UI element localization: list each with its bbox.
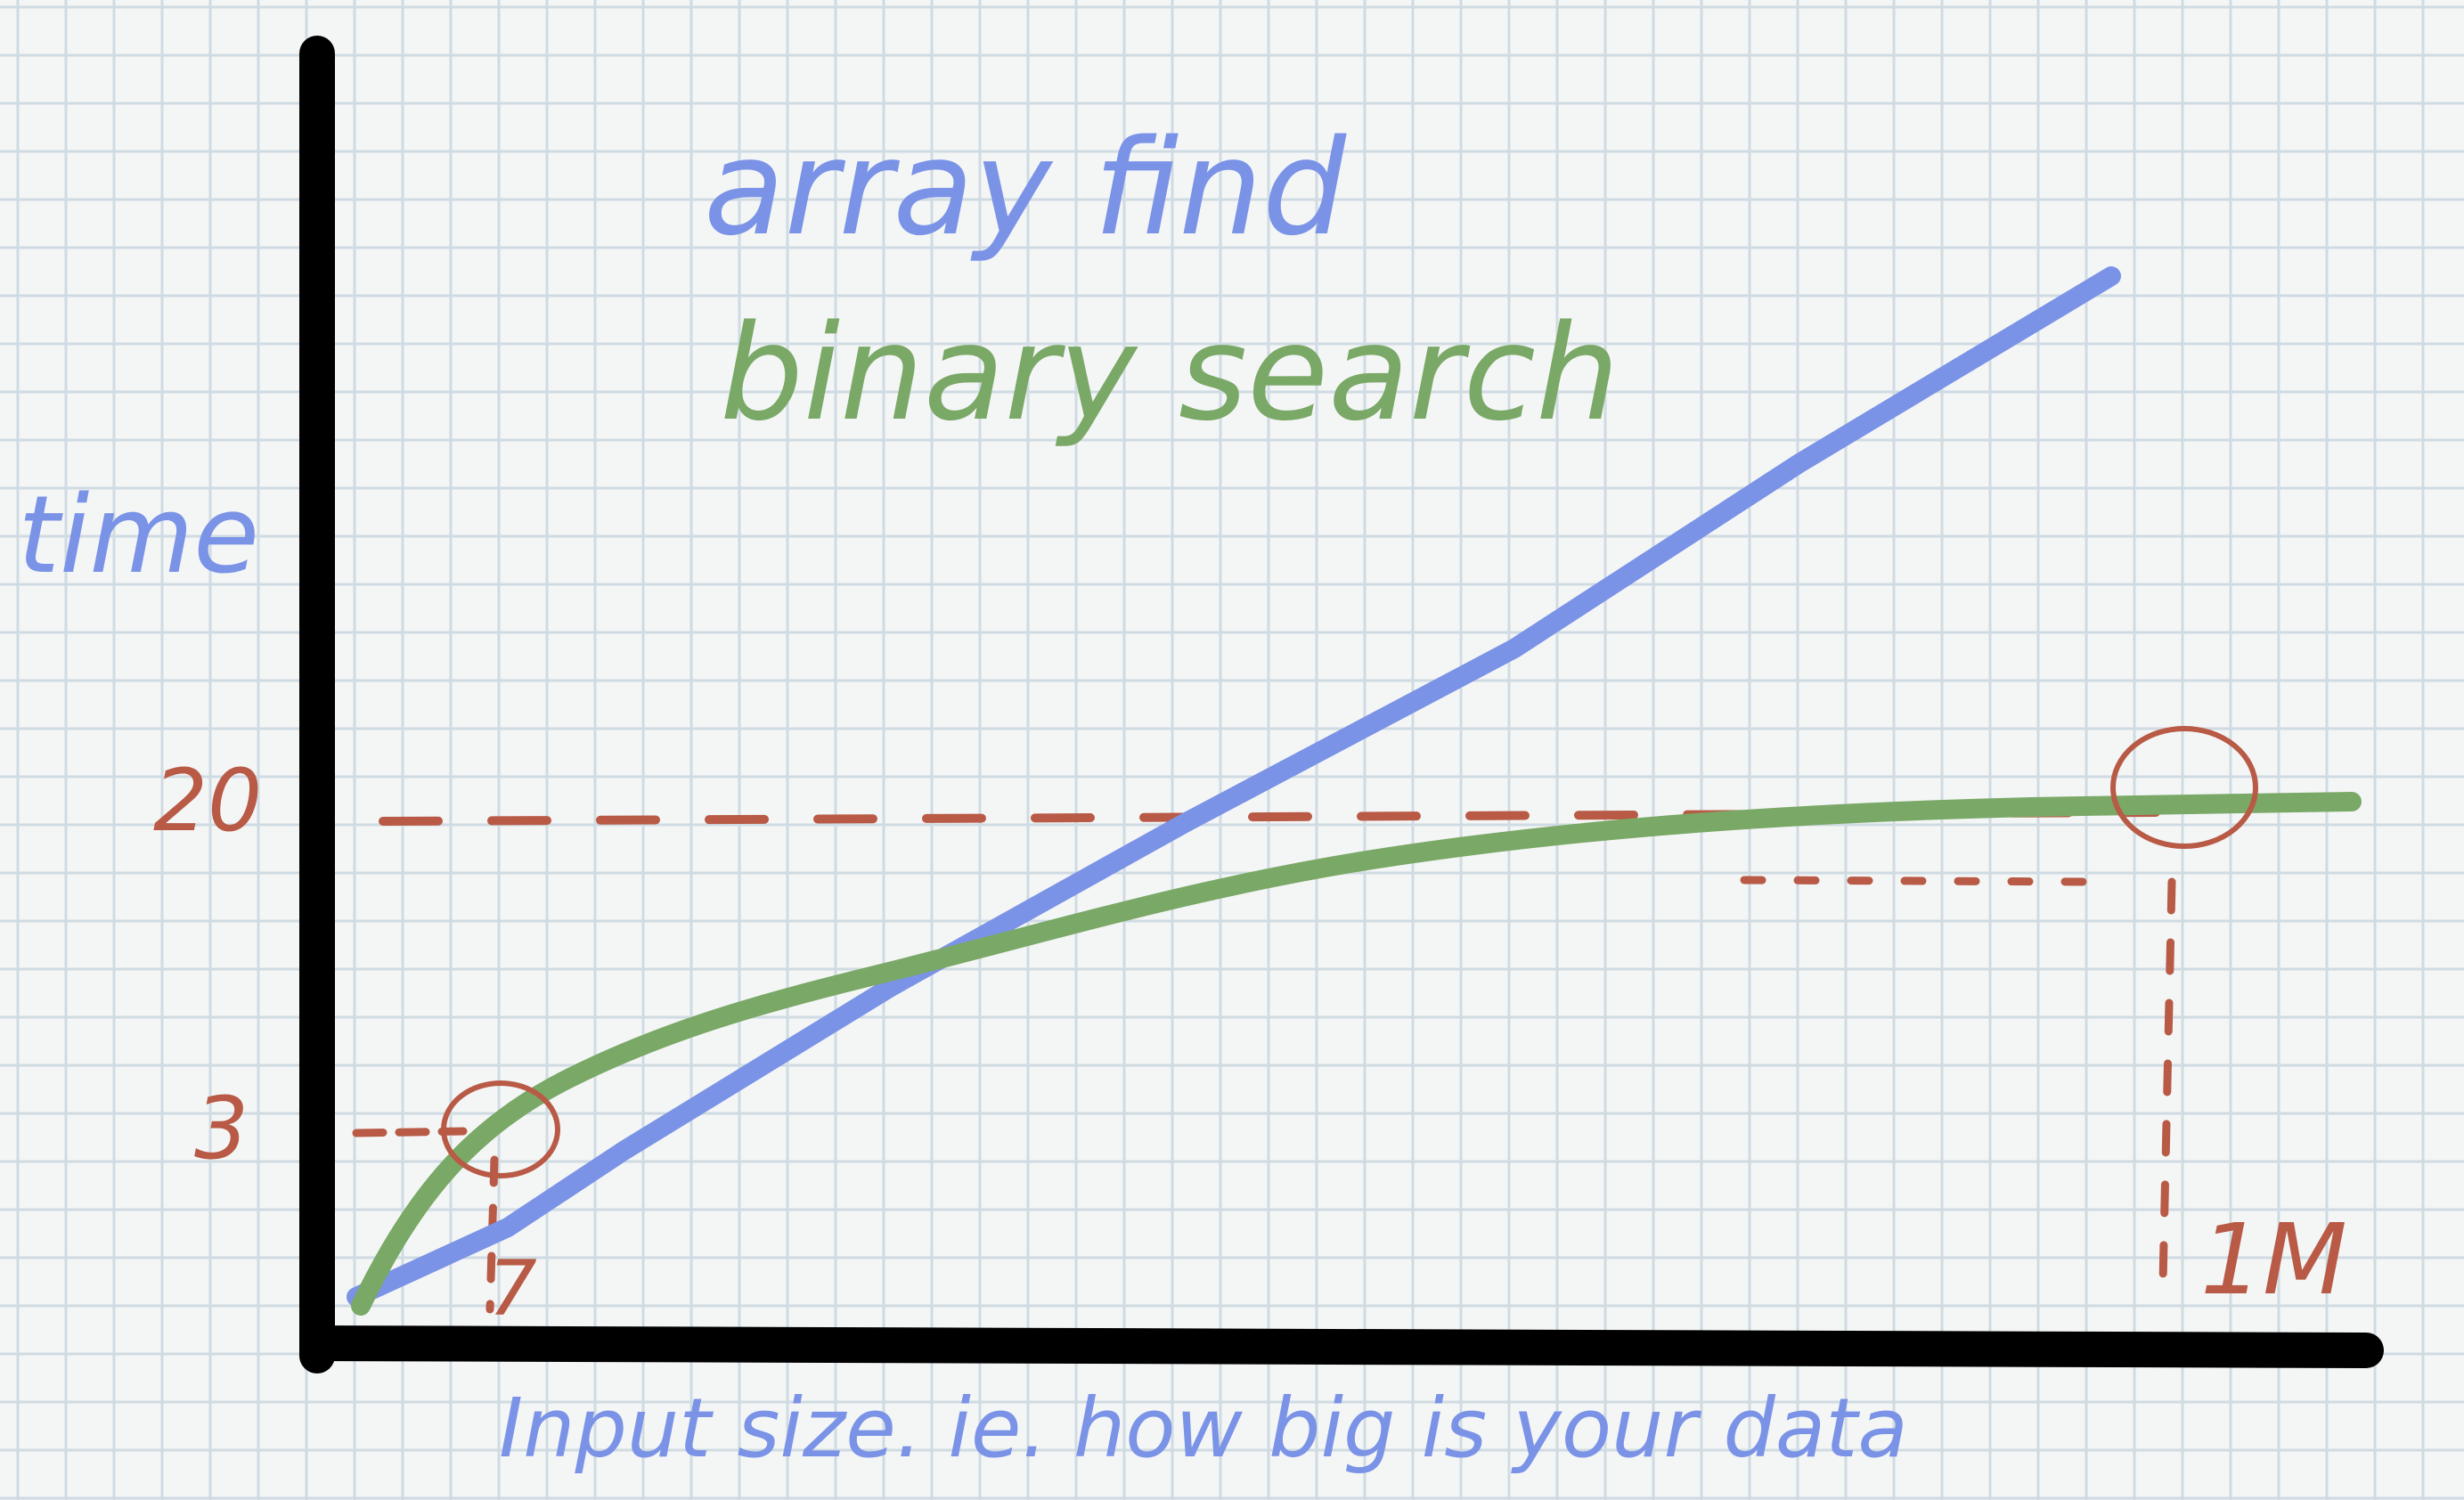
y-tick-label-20: 20: [153, 751, 262, 851]
title-line-binary-search: binary search: [720, 297, 1620, 450]
x-axis-label: Input size. ie. how big is your data: [499, 1381, 1908, 1476]
guide-line-3-horizontal: [352, 1127, 468, 1137]
y-tick-label-3: 3: [194, 1079, 249, 1178]
guide-line-1m-vertical: [2158, 877, 2176, 1287]
circled-point-1m-20: [2110, 726, 2258, 849]
y-axis-label: time: [18, 474, 259, 598]
series-line-array-find: [347, 266, 2121, 1307]
circled-point-7-3: [441, 1080, 560, 1178]
guide-line-20-horizontal: [379, 808, 2160, 826]
title-line-array-find: array find: [704, 111, 1347, 265]
series-line-binary-search: [351, 792, 2362, 1316]
x-tick-label-7: 7: [488, 1244, 537, 1333]
x-tick-label-1m: 1M: [2200, 1202, 2347, 1317]
guide-line-1m-dotted: [1740, 876, 2098, 886]
x-axis: [299, 1325, 2384, 1368]
